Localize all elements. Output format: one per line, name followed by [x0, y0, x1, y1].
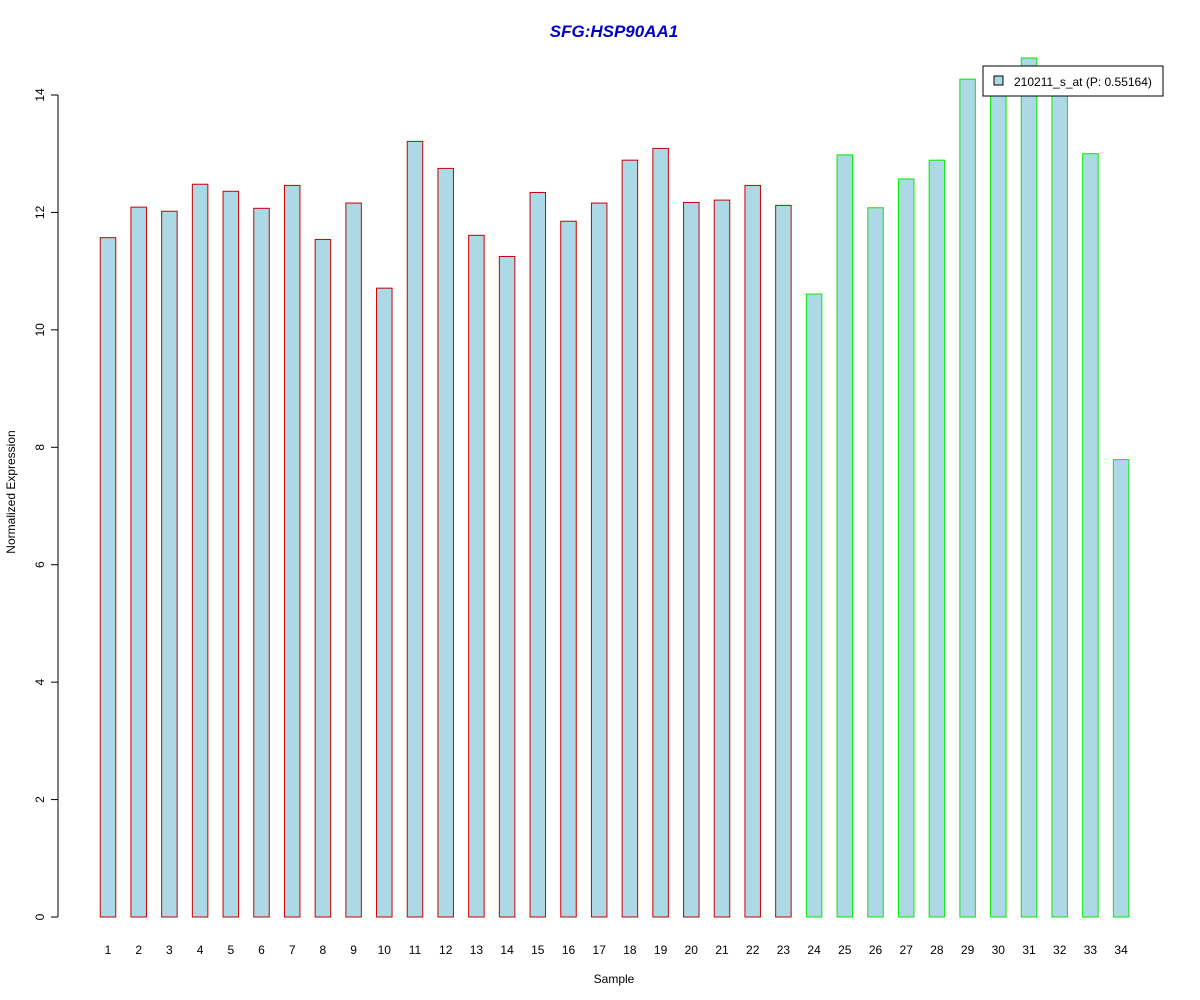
x-tick-label: 12 [439, 943, 453, 957]
x-tick-label: 3 [166, 943, 173, 957]
y-tick-label: 8 [33, 444, 47, 451]
y-tick-label: 6 [33, 561, 47, 568]
bar [867, 207, 884, 918]
x-tick-label: 34 [1114, 943, 1128, 957]
bar [498, 255, 516, 918]
bar [652, 147, 669, 918]
bar [1112, 459, 1130, 918]
bar [222, 190, 240, 918]
x-tick-label: 10 [378, 943, 392, 957]
x-tick-label: 19 [654, 943, 668, 957]
bar [283, 184, 301, 918]
legend-swatch [993, 75, 1004, 86]
bars [99, 57, 1130, 918]
x-tick-label: 2 [135, 943, 142, 957]
y-tick-label: 2 [33, 796, 47, 803]
bar [1051, 76, 1068, 918]
bar [468, 234, 485, 918]
bar [1020, 57, 1038, 918]
bar [99, 237, 117, 918]
bar [406, 140, 424, 918]
bar [1082, 153, 1099, 918]
x-tick-label: 11 [409, 943, 422, 957]
y-tick-label: 12 [33, 205, 47, 219]
bar [314, 238, 332, 918]
bar [161, 210, 178, 918]
x-tick-label: 27 [900, 943, 914, 957]
x-tick-label: 17 [593, 943, 607, 957]
x-tick-label: 26 [869, 943, 883, 957]
x-tick-label: 5 [227, 943, 234, 957]
y-tick-label: 4 [33, 678, 47, 685]
bar [897, 178, 915, 918]
bar [959, 78, 976, 918]
bar [713, 199, 731, 918]
x-tick-label: 29 [961, 943, 975, 957]
x-tick-label: 14 [500, 943, 514, 957]
x-tick-label: 23 [777, 943, 791, 957]
legend-box [982, 65, 1164, 97]
x-tick-label: 31 [1022, 943, 1036, 957]
x-tick-label: 4 [197, 943, 204, 957]
bar [590, 202, 608, 918]
x-tick-label: 21 [715, 943, 729, 957]
bar [253, 207, 270, 918]
bar [836, 154, 854, 918]
bar [621, 159, 639, 918]
x-tick-label: 28 [930, 943, 944, 957]
x-axis-label: Sample [594, 972, 635, 986]
x-tick-labels: 1 2 3 4 5 6 7 8 9 10 11 12 13 14 15 16 17 18 19 20 21 22 23 24 2… [105, 943, 1128, 957]
x-tick-label: 7 [289, 943, 296, 957]
bar [775, 204, 792, 918]
bar [744, 184, 761, 918]
bar [130, 206, 147, 918]
y-tick-label: 0 [33, 913, 47, 920]
legend-label: 210211_s_at (P: 0.55164) [1014, 75, 1152, 89]
bar [376, 287, 393, 918]
y-tick-label: 14 [33, 88, 47, 102]
bar [191, 183, 209, 918]
bar [437, 167, 454, 918]
bar [990, 76, 1007, 918]
bar [683, 201, 700, 918]
x-tick-label: 32 [1053, 943, 1067, 957]
x-tick-label: 16 [562, 943, 576, 957]
x-tick-label: 6 [258, 943, 265, 957]
y-tick-label: 10 [33, 323, 47, 337]
bar [928, 159, 946, 918]
x-tick-label: 18 [623, 943, 637, 957]
y-axis-label: Normalized Expression [4, 430, 18, 553]
x-tick-label: 22 [746, 943, 760, 957]
x-tick-label: 20 [685, 943, 699, 957]
x-tick-label: 30 [992, 943, 1006, 957]
y-axis: 0 2 4 6 8 10 12 14 [33, 88, 59, 920]
legend: 210211_s_at (P: 0.55164) [982, 65, 1164, 97]
x-tick-label: 25 [838, 943, 852, 957]
bar [529, 191, 547, 918]
x-tick-label: 1 [105, 943, 112, 957]
x-tick-label: 9 [350, 943, 357, 957]
bar [345, 202, 362, 918]
x-tick-label: 24 [807, 943, 821, 957]
x-tick-label: 33 [1084, 943, 1098, 957]
bar [560, 220, 577, 918]
x-tick-label: 13 [470, 943, 484, 957]
bar [805, 293, 823, 918]
x-tick-label: 8 [320, 943, 327, 957]
chart-title: SFG:HSP90AA1 [550, 22, 678, 41]
x-tick-label: 15 [531, 943, 545, 957]
